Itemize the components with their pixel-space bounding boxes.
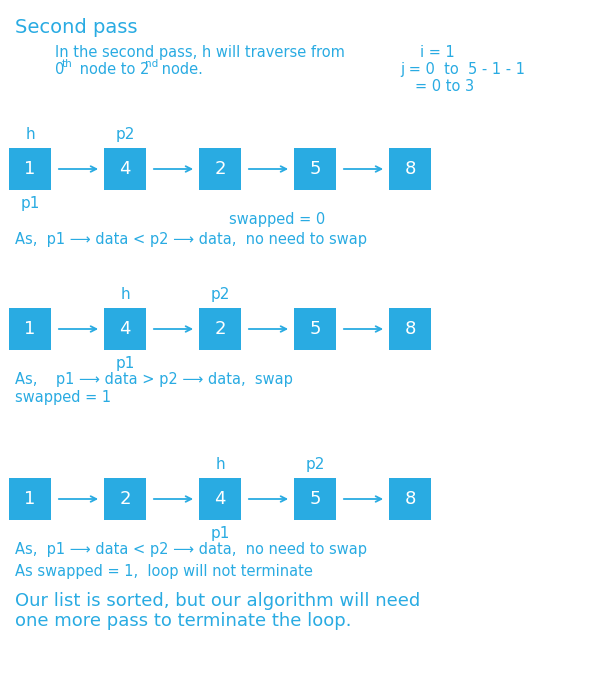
Text: 5: 5 (309, 160, 321, 178)
FancyBboxPatch shape (104, 308, 146, 350)
Text: nd: nd (145, 59, 158, 69)
Text: 4: 4 (214, 490, 226, 508)
Text: swapped = 0: swapped = 0 (230, 212, 325, 227)
Text: j = 0  to  5 - 1 - 1: j = 0 to 5 - 1 - 1 (400, 62, 525, 77)
FancyBboxPatch shape (294, 478, 336, 520)
Text: p2: p2 (305, 457, 325, 472)
Text: one more pass to terminate the loop.: one more pass to terminate the loop. (15, 612, 352, 630)
FancyBboxPatch shape (104, 148, 146, 190)
Text: p1: p1 (20, 196, 40, 211)
Text: 1: 1 (24, 160, 36, 178)
Text: h: h (25, 127, 35, 142)
Text: i = 1: i = 1 (420, 45, 455, 60)
Text: h: h (215, 457, 225, 472)
Text: 8: 8 (405, 490, 416, 508)
FancyBboxPatch shape (294, 148, 336, 190)
Text: node to 2: node to 2 (75, 62, 149, 77)
Text: Second pass: Second pass (15, 18, 137, 37)
Text: = 0 to 3: = 0 to 3 (415, 79, 474, 94)
Text: 2: 2 (119, 490, 131, 508)
Text: 5: 5 (309, 320, 321, 338)
Text: In the second pass, h will traverse from: In the second pass, h will traverse from (55, 45, 345, 60)
Text: 5: 5 (309, 490, 321, 508)
FancyBboxPatch shape (199, 308, 241, 350)
Text: As swapped = 1,  loop will not terminate: As swapped = 1, loop will not terminate (15, 564, 313, 579)
Text: 1: 1 (24, 490, 36, 508)
Text: As,  p1 ⟶ data < p2 ⟶ data,  no need to swap: As, p1 ⟶ data < p2 ⟶ data, no need to sw… (15, 542, 367, 557)
Text: 4: 4 (119, 320, 131, 338)
Text: 0: 0 (55, 62, 64, 77)
FancyBboxPatch shape (294, 308, 336, 350)
Text: th: th (62, 59, 73, 69)
FancyBboxPatch shape (9, 478, 51, 520)
Text: p2: p2 (115, 127, 134, 142)
Text: node.: node. (157, 62, 203, 77)
FancyBboxPatch shape (199, 478, 241, 520)
Text: p1: p1 (115, 356, 134, 371)
Text: As,  p1 ⟶ data < p2 ⟶ data,  no need to swap: As, p1 ⟶ data < p2 ⟶ data, no need to sw… (15, 232, 367, 247)
FancyBboxPatch shape (9, 308, 51, 350)
Text: As,    p1 ⟶ data > p2 ⟶ data,  swap: As, p1 ⟶ data > p2 ⟶ data, swap (15, 372, 293, 387)
FancyBboxPatch shape (104, 478, 146, 520)
Text: 4: 4 (119, 160, 131, 178)
Text: 2: 2 (214, 160, 226, 178)
Text: h: h (120, 287, 130, 302)
Text: 8: 8 (405, 160, 416, 178)
Text: swapped = 1: swapped = 1 (15, 390, 111, 405)
FancyBboxPatch shape (389, 478, 431, 520)
Text: 8: 8 (405, 320, 416, 338)
Text: p2: p2 (210, 287, 230, 302)
Text: 1: 1 (24, 320, 36, 338)
FancyBboxPatch shape (389, 148, 431, 190)
FancyBboxPatch shape (199, 148, 241, 190)
FancyBboxPatch shape (9, 148, 51, 190)
FancyBboxPatch shape (389, 308, 431, 350)
Text: Our list is sorted, but our algorithm will need: Our list is sorted, but our algorithm wi… (15, 592, 420, 610)
Text: p1: p1 (210, 526, 230, 541)
Text: 2: 2 (214, 320, 226, 338)
